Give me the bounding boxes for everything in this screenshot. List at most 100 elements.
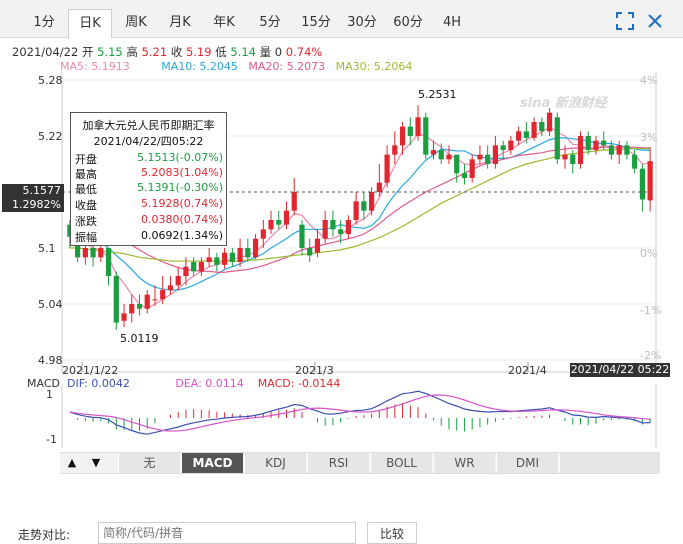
candle-body xyxy=(438,150,444,160)
candle xyxy=(438,143,444,164)
candle-body xyxy=(90,248,96,258)
indicator-bar: ▲ ▼ 无 MACD KDJ RSI BOLL WR DMI xyxy=(60,452,660,474)
candle-body xyxy=(562,154,568,160)
candle xyxy=(283,201,290,230)
x-tick-label: 2021/1/22 xyxy=(62,364,118,377)
scroll-down-button[interactable]: ▼ xyxy=(91,456,101,469)
candle-body xyxy=(191,262,197,272)
tab-5min[interactable]: 5分 xyxy=(259,15,281,30)
info-open: 5.15 xyxy=(97,45,123,59)
candle-body xyxy=(121,313,127,321)
tab-60min[interactable]: 60分 xyxy=(393,15,423,30)
candle-body xyxy=(98,248,104,258)
candle xyxy=(384,145,390,188)
candle-body xyxy=(283,210,290,225)
candle-body xyxy=(291,192,297,211)
candle-body xyxy=(577,136,584,164)
candle xyxy=(167,276,174,295)
tab-weekly-k[interactable]: 周K xyxy=(125,15,147,30)
candle-body xyxy=(229,252,235,262)
candle-body xyxy=(624,145,630,155)
tooltip-row-change: 涨跌 0.0380(0.74%) xyxy=(75,213,223,228)
candle-body xyxy=(461,173,468,178)
candle-body xyxy=(167,285,174,290)
candle xyxy=(469,154,475,183)
candle-body xyxy=(632,154,638,169)
candle xyxy=(423,112,429,160)
pct-tick-label: 3% xyxy=(640,131,657,144)
compare-input[interactable] xyxy=(98,522,356,544)
candle-body xyxy=(593,140,599,150)
candle-body xyxy=(214,257,220,265)
candle-body xyxy=(276,220,282,225)
candle-body xyxy=(105,248,112,276)
candle xyxy=(577,131,584,169)
tooltip-date: 2021/04/22/四05:22 xyxy=(93,135,204,148)
compare-button[interactable]: 比较 xyxy=(367,522,417,544)
candle-body xyxy=(384,154,390,183)
tab-monthly-k[interactable]: 月K xyxy=(169,15,191,30)
candle-body xyxy=(639,168,645,200)
fullscreen-icon[interactable] xyxy=(616,12,634,30)
candle-body xyxy=(206,257,212,262)
close-icon[interactable] xyxy=(646,12,664,30)
indicator-dmi[interactable]: DMI xyxy=(496,453,558,473)
ma20-label: MA20: 5.2073 xyxy=(248,60,326,73)
candle xyxy=(546,108,553,136)
indicator-boll[interactable]: BOLL xyxy=(370,453,432,473)
candle xyxy=(90,243,96,267)
candle xyxy=(369,187,375,216)
candle xyxy=(307,238,313,262)
tab-yearly-k[interactable]: 年K xyxy=(213,15,235,30)
tooltip-row-low: 最低 5.1391(-0.30%) xyxy=(75,181,223,196)
tab-1min[interactable]: 1分 xyxy=(33,15,55,30)
ma10-label: MA10: 5.2045 xyxy=(161,60,238,73)
tab-4h[interactable]: 4H xyxy=(442,15,462,30)
candle xyxy=(206,248,212,267)
info-change: 0.74% xyxy=(285,45,323,59)
ma30-label: MA30: 5.2064 xyxy=(335,60,413,73)
macd-title: MACD xyxy=(27,377,60,390)
candle xyxy=(477,145,483,164)
candle-body xyxy=(601,140,607,146)
indicator-macd[interactable]: MACD xyxy=(181,453,243,473)
tab-15min[interactable]: 15分 xyxy=(301,15,331,30)
candle xyxy=(152,285,158,306)
candle xyxy=(338,220,344,244)
candle xyxy=(485,145,491,169)
candle-body xyxy=(152,299,158,301)
tooltip-row-open: 开盘 5.1513(-0.07%) xyxy=(75,151,223,166)
candle-body xyxy=(539,122,545,132)
candle-body xyxy=(338,229,344,234)
candle-body xyxy=(183,266,189,276)
candle-body xyxy=(469,159,475,178)
candle xyxy=(392,131,398,164)
indicator-rsi[interactable]: RSI xyxy=(307,453,369,473)
candle-body xyxy=(237,248,243,262)
compare-row: 走势对比: 比较 xyxy=(0,520,683,544)
candle-body xyxy=(570,154,576,164)
candle-body xyxy=(407,126,413,136)
candle-body xyxy=(454,154,460,174)
period-tabbar: 1分 日K 周K 月K 年K 5分 15分 30分 60分 4H xyxy=(0,0,683,39)
tab-daily-k[interactable]: 日K xyxy=(68,9,112,39)
candle xyxy=(585,131,591,155)
candle-body xyxy=(260,229,266,239)
indicator-kdj[interactable]: KDJ xyxy=(244,453,306,473)
ohlc-tooltip: 加拿大元兑人民币即期汇率 2021/04/22/四05:22 开盘 5.1513… xyxy=(70,112,227,246)
indicator-wr[interactable]: WR xyxy=(433,453,495,473)
candle-body xyxy=(485,154,491,164)
candle xyxy=(183,257,189,286)
ma-legend: MA5: 5.1913 MA10: 5.2045 MA20: 5.2073 MA… xyxy=(60,60,412,73)
tooltip-row-high: 最高 5.2083(1.04%) xyxy=(75,166,223,181)
candle xyxy=(198,257,204,276)
indicator-none[interactable]: 无 xyxy=(118,453,180,473)
tab-30min[interactable]: 30分 xyxy=(347,15,377,30)
candle-body xyxy=(222,252,228,265)
candle xyxy=(508,136,514,155)
scroll-up-button[interactable]: ▲ xyxy=(67,456,77,469)
candle-body xyxy=(423,117,429,155)
candle xyxy=(407,117,413,146)
candle xyxy=(531,117,537,141)
info-close: 5.19 xyxy=(185,45,212,59)
